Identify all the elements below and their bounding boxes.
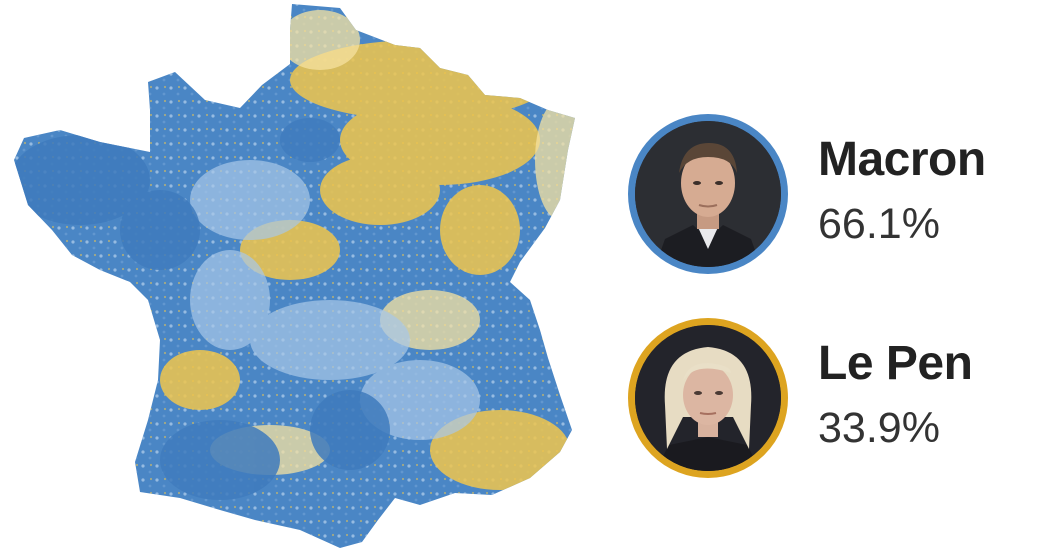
france-results-map	[14, 4, 575, 548]
macron-portrait-icon	[635, 121, 781, 267]
lepen-regions	[160, 40, 570, 490]
candidate-percent: 33.9%	[818, 404, 940, 452]
candidate-le-pen: Le Pen 33.9%	[628, 318, 1038, 478]
map-fill-group	[14, 4, 575, 548]
macron-light-regions	[190, 160, 480, 440]
macron-portrait-frame	[628, 114, 788, 274]
le-pen-portrait-icon	[635, 325, 781, 471]
macron-strong-regions	[14, 118, 390, 500]
candidate-macron: Macron 66.1%	[628, 114, 1038, 274]
france-map-svg	[14, 4, 575, 548]
candidate-percent: 66.1%	[818, 200, 940, 248]
candidate-name: Le Pen	[818, 337, 973, 390]
le-pen-portrait-frame	[628, 318, 788, 478]
candidate-name: Macron	[818, 133, 986, 186]
